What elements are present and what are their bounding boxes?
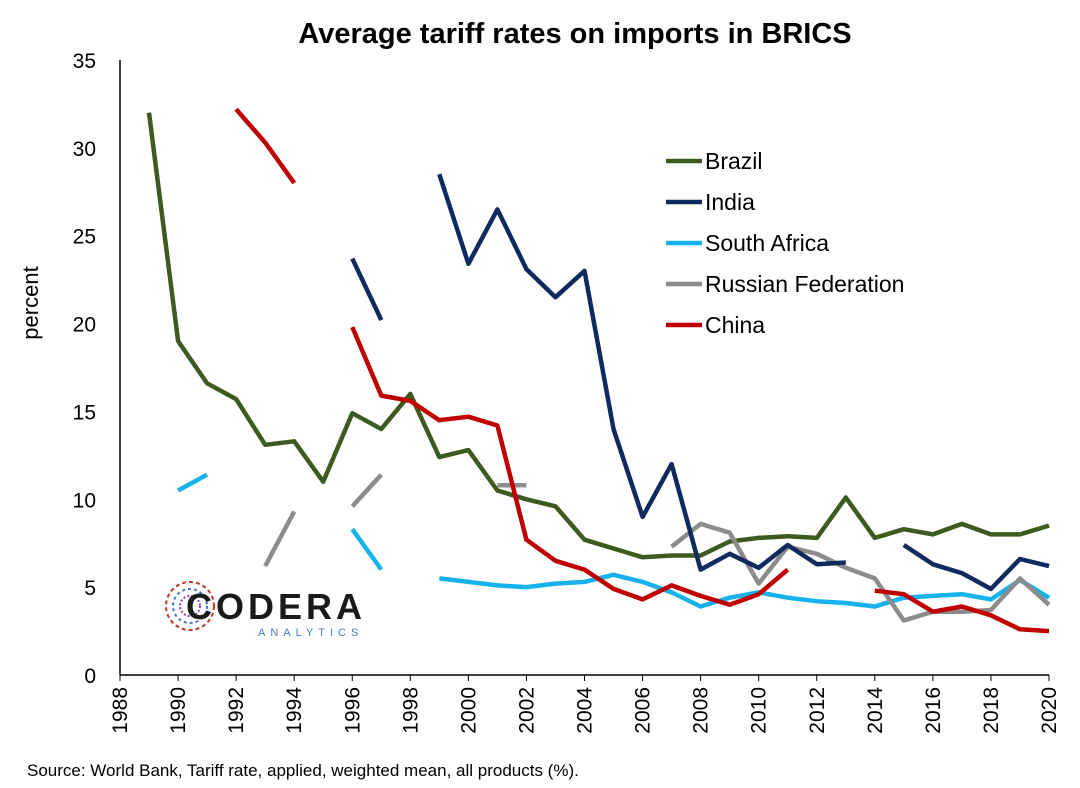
legend-item: Brazil [666, 148, 763, 174]
source-note: Source: World Bank, Tariff rate, applied… [27, 761, 579, 780]
series-line-segment [263, 510, 297, 568]
y-tick-label: 15 [73, 401, 96, 424]
series-south-africa [177, 472, 1051, 609]
series-china [234, 107, 1050, 634]
series-russian-federation [263, 473, 1051, 623]
y-tick-label: 20 [73, 314, 96, 337]
series-line-segment [670, 521, 1051, 623]
series-brazil [146, 112, 1050, 560]
codera-logo: CODERA ANALYTICS [165, 581, 366, 639]
series-line-segment [177, 472, 209, 493]
legend-label: Russian Federation [705, 271, 904, 297]
x-tick-label: 2004 [574, 687, 597, 734]
series-line-segment [350, 326, 790, 607]
logo-wordmark: CODERA [186, 586, 366, 627]
series-line-segment [234, 107, 297, 185]
chart-title: Average tariff rates on imports in BRICS [298, 18, 851, 50]
x-tick-label: 1992 [225, 687, 248, 734]
legend-item: China [666, 312, 765, 338]
x-tick-label: 2018 [980, 687, 1003, 734]
x-tick-label: 2002 [515, 687, 538, 734]
legend-item: India [666, 189, 755, 215]
x-tick-label: 2008 [690, 687, 713, 734]
series-line-segment [350, 527, 384, 571]
y-tick-label: 0 [84, 665, 96, 688]
y-tick-label: 25 [73, 226, 96, 249]
x-tick-label: 1998 [399, 687, 422, 734]
x-tick-label: 1994 [283, 687, 306, 734]
y-tick-label: 35 [73, 50, 96, 73]
y-tick-label: 30 [73, 138, 96, 161]
series-india [350, 173, 1050, 592]
logo-tagline: ANALYTICS [258, 627, 363, 639]
logo-mark-icon [165, 581, 215, 631]
series-line-segment [437, 173, 846, 572]
series-line-segment [350, 257, 384, 322]
x-tick-label: 2000 [457, 687, 480, 734]
series-layer [146, 107, 1051, 634]
series-line-segment [350, 473, 383, 508]
legend: Brazil India South Africa Russian Federatio… [666, 148, 904, 338]
y-tick-label: 5 [84, 577, 96, 600]
axes: 0 5 10 15 20 25 30 35 1988 1990 1992 1994 1996 1998 20… [73, 50, 1061, 734]
x-tick-label: 2016 [922, 687, 945, 734]
x-tick-label: 2020 [1038, 687, 1061, 734]
x-tick-label: 1988 [109, 687, 132, 734]
series-line-segment [439, 572, 1051, 609]
legend-label: South Africa [705, 230, 829, 256]
x-tick-label: 2012 [806, 687, 829, 734]
legend-item: South Africa [666, 230, 829, 256]
series-line-segment [902, 543, 1050, 592]
series-line-segment [874, 588, 1050, 634]
legend-label: India [705, 189, 755, 215]
x-tick-label: 2014 [864, 687, 887, 734]
x-tick-label: 2006 [632, 687, 655, 734]
y-axis-label: percent [18, 266, 43, 339]
legend-label: Brazil [705, 148, 763, 174]
legend-label: China [705, 312, 765, 338]
legend-item: Russian Federation [666, 271, 904, 297]
x-tick-label: 1990 [167, 687, 190, 734]
y-tick-label: 10 [73, 489, 96, 512]
x-tick-label: 1996 [341, 687, 364, 734]
series-line-segment [146, 112, 1050, 560]
x-tick-label: 2010 [748, 687, 771, 734]
